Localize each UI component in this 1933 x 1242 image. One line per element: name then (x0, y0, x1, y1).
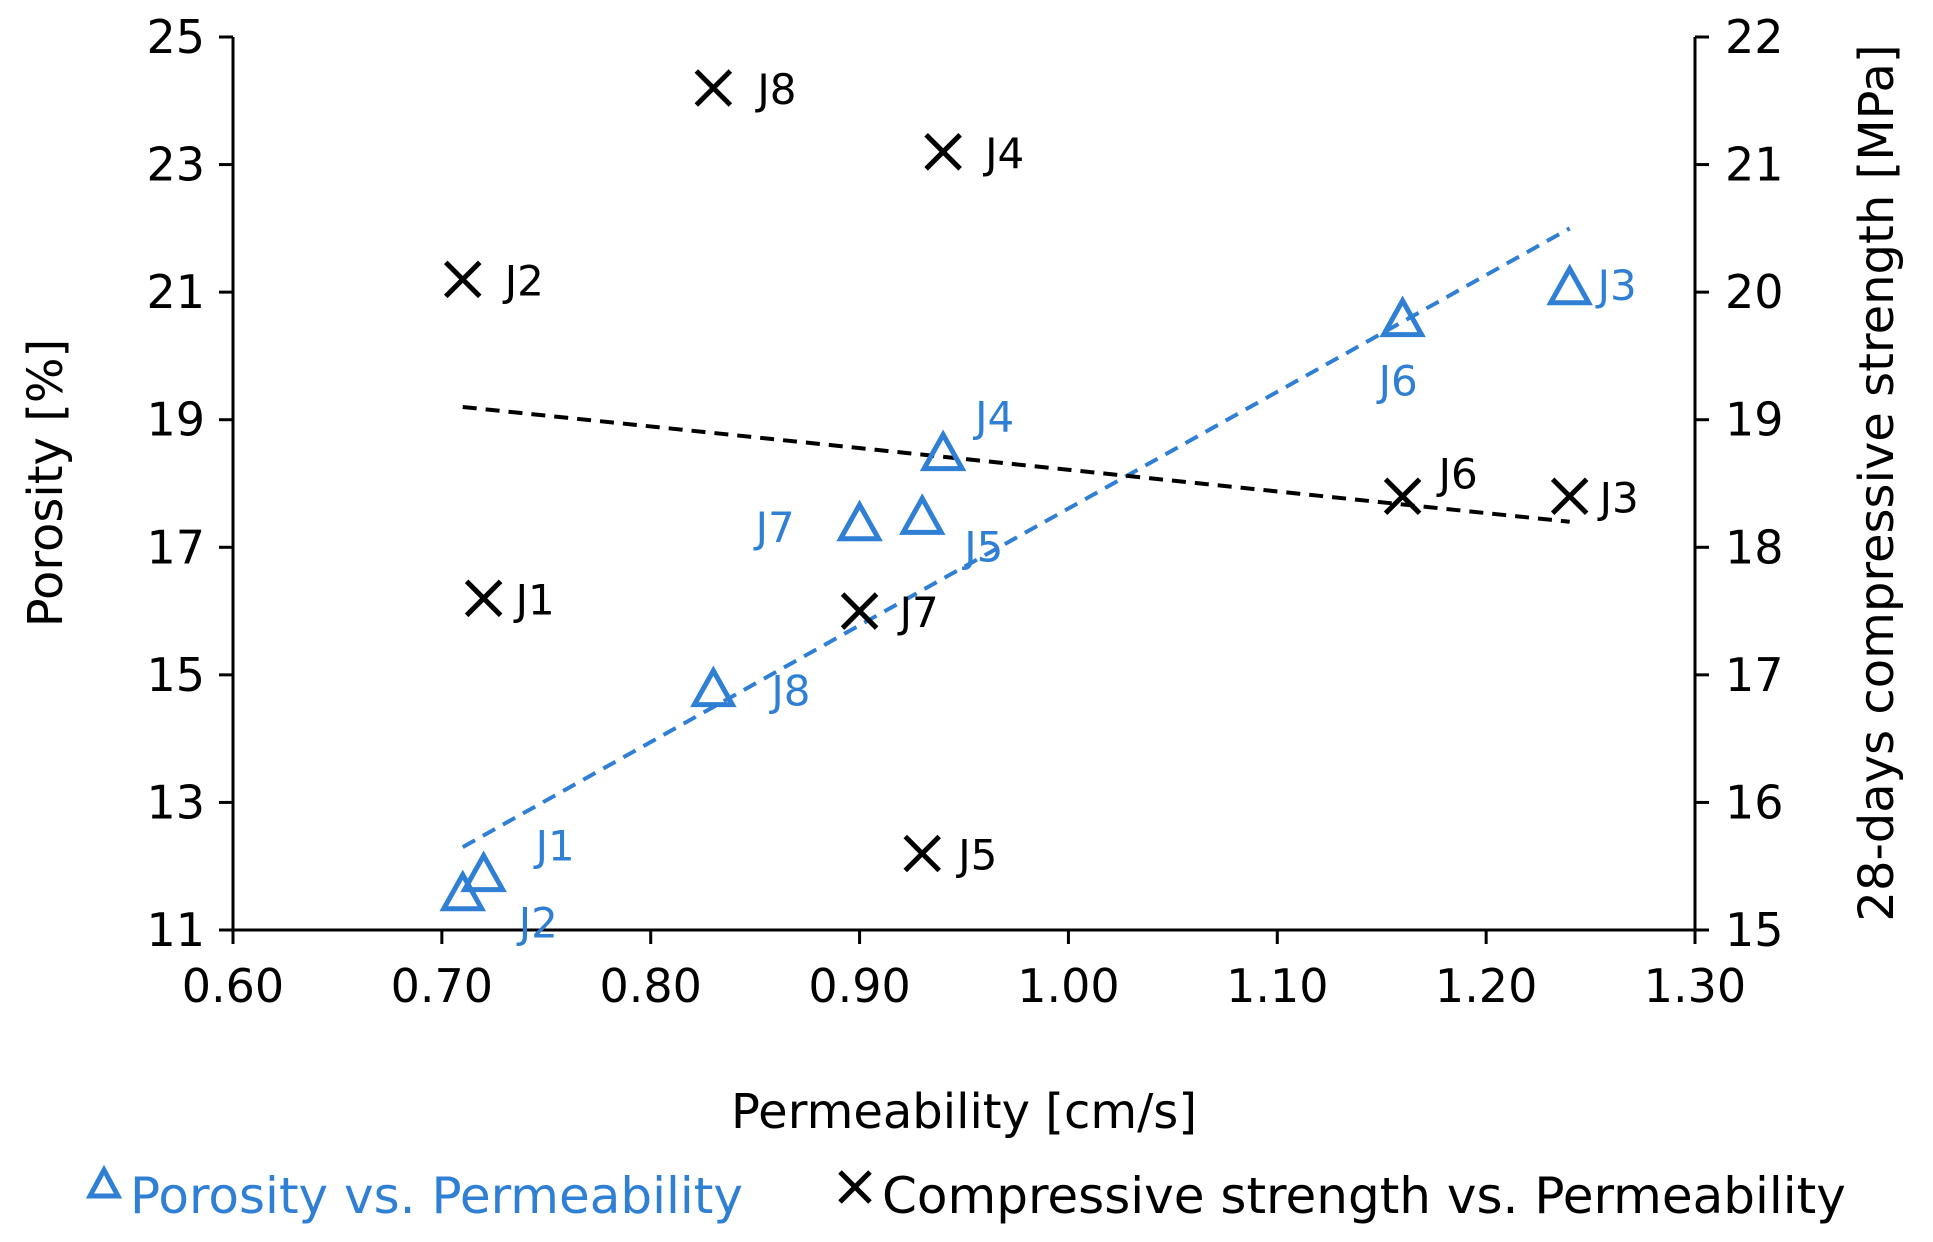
y-right-tick-label: 20 (1725, 265, 1784, 319)
x-ticks: 0.60 0.70 0.80 0.90 1.00 1.10 1.20 1.30 (182, 930, 1746, 1013)
y-left-tick-label: 21 (146, 265, 205, 319)
y-left-tick-label: 11 (146, 903, 205, 957)
y-right-ticks: 15 16 17 18 19 20 21 22 (1695, 10, 1784, 957)
trendlines (461, 226, 1571, 849)
compressive-point-label: J2 (502, 256, 544, 305)
legend-item-porosity: Porosity vs. Permeability (85, 1164, 743, 1225)
legend-label-porosity: Porosity vs. Permeability (130, 1167, 743, 1225)
porosity-point-label: J3 (1595, 261, 1637, 310)
y-right-tick-label: 18 (1725, 520, 1784, 574)
porosity-point-marker (460, 850, 507, 893)
compressive-point-marker (924, 133, 962, 171)
legend: Porosity vs. Permeability Compressive st… (85, 1164, 1846, 1225)
porosity-point-label: J6 (1376, 357, 1418, 406)
compressive-point-marker (903, 834, 941, 873)
y-left-tick-label: 19 (146, 393, 205, 447)
compressive-trendline (462, 404, 1570, 524)
markers (439, 69, 1593, 912)
compressive-point-marker (694, 69, 733, 107)
y-left-ticks: 11 13 15 17 19 21 23 25 (146, 10, 233, 957)
compressive-point-marker (443, 260, 482, 299)
y-left-tick-label: 15 (146, 648, 205, 702)
compressive-point-label: J4 (982, 129, 1024, 178)
x-tick-label: 0.90 (808, 959, 910, 1013)
compressive-point-marker (840, 592, 879, 630)
x-tick-label: 0.70 (391, 959, 493, 1013)
y-right-tick-label: 19 (1725, 393, 1784, 447)
y-axis-right-title: 28-days compressive strength [MPa] (1849, 44, 1905, 921)
legend-triangle-icon (85, 1164, 123, 1199)
porosity-point-label: J1 (533, 822, 575, 871)
legend-label-compressive: Compressive strength vs. Permeability (882, 1167, 1846, 1225)
porosity-point-marker (836, 499, 883, 542)
porosity-point-marker (690, 665, 737, 708)
compressive-point-marker (1383, 477, 1422, 516)
compressive-point-marker (464, 579, 503, 618)
x-tick-label: 1.20 (1435, 959, 1537, 1013)
porosity-point-marker (919, 429, 967, 472)
compressive-point-marker (1550, 477, 1589, 516)
y-left-tick-label: 25 (146, 10, 205, 64)
compressive-point-label: J6 (1436, 449, 1478, 498)
x-tick-label: 1.30 (1644, 959, 1746, 1013)
x-tick-label: 0.60 (182, 959, 284, 1013)
porosity-point-label: J2 (516, 899, 558, 948)
compressive-point-label: J3 (1597, 473, 1639, 522)
y-right-tick-label: 21 (1725, 138, 1784, 192)
porosity-point-marker (1546, 263, 1593, 306)
porosity-point-marker (439, 869, 487, 912)
porosity-trendline (461, 226, 1571, 849)
x-tick-label: 1.00 (1017, 959, 1119, 1013)
y-axis-left-title: Porosity [%] (18, 339, 74, 628)
y-left-tick-label: 17 (146, 520, 205, 574)
y-left-tick-label: 23 (146, 138, 205, 192)
y-right-tick-label: 16 (1725, 775, 1784, 829)
porosity-point-label: J5 (961, 522, 1003, 571)
y-right-tick-label: 22 (1725, 10, 1784, 64)
y-right-tick-label: 15 (1725, 903, 1784, 957)
x-axis-title: Permeability [cm/s] (731, 1084, 1197, 1140)
legend-item-compressive: Compressive strength vs. Permeability (838, 1167, 1846, 1225)
legend-cross-icon (838, 1170, 872, 1204)
plot-area (231, 37, 1697, 932)
compressive-point-label: J5 (955, 830, 997, 879)
point-labels: J1 J2 J3 J4 J5 J6 J7 J8 J1 J2 J3 J4 J5 J6 J7 J8 (502, 65, 1639, 948)
porosity-point-label: J4 (972, 393, 1014, 442)
compressive-point-label: J8 (754, 65, 796, 114)
porosity-point-marker (1379, 295, 1426, 338)
x-tick-label: 1.10 (1226, 959, 1328, 1013)
porosity-point-label: J8 (768, 667, 810, 716)
y-right-tick-label: 17 (1725, 648, 1784, 702)
y-left-tick-label: 13 (146, 775, 205, 829)
compressive-point-label: J1 (513, 575, 555, 624)
compressive-point-label: J7 (897, 588, 939, 637)
x-tick-label: 0.80 (600, 959, 702, 1013)
porosity-point-marker (898, 493, 946, 535)
porosity-point-label: J7 (753, 503, 795, 552)
